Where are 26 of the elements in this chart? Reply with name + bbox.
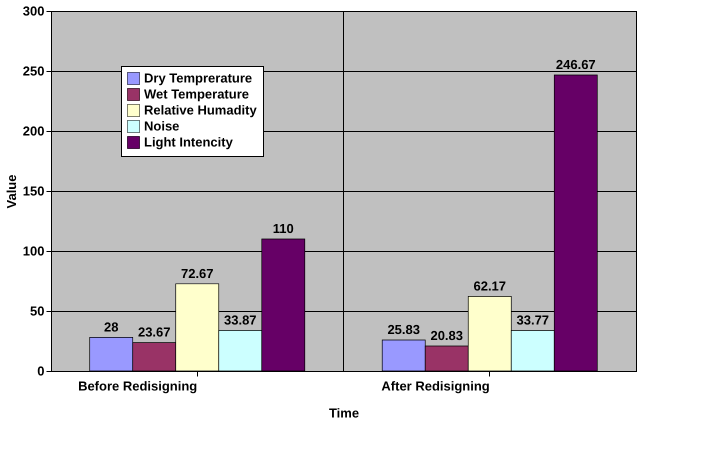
text: 20.83: [430, 328, 464, 344]
y-tick-label: 50: [30, 304, 44, 318]
y-tick-label: 0: [37, 364, 44, 378]
x-tick-label: After Redisigning: [381, 378, 490, 394]
legend-label: Relative Humadity: [144, 102, 258, 118]
y-tick-label: 100: [22, 244, 44, 258]
y-tick-label: 150: [22, 184, 44, 198]
text: 33.87: [224, 312, 257, 328]
legend-label: Noise: [144, 118, 180, 134]
y-axis-title: Value: [4, 174, 19, 208]
text: 23.67: [138, 324, 171, 340]
legend-label: Dry Temprerature: [144, 70, 252, 86]
legend-label: Wet Temperature: [144, 86, 249, 102]
text: 110: [272, 221, 294, 236]
text: 72.67: [180, 266, 214, 281]
text: 246.67: [556, 56, 596, 72]
text: 62.17: [473, 278, 506, 294]
text: 28: [104, 319, 118, 334]
legend-label: Light Intencity: [144, 134, 234, 150]
y-tick-label: 300: [22, 4, 44, 18]
y-tick-label: 250: [22, 64, 44, 78]
x-tick-label: Before Redisigning: [78, 378, 198, 394]
x-axis-title: Time: [328, 406, 360, 420]
text: 25.83: [387, 322, 420, 338]
text: 33.77: [516, 312, 550, 328]
y-tick-label: 200: [22, 124, 44, 138]
